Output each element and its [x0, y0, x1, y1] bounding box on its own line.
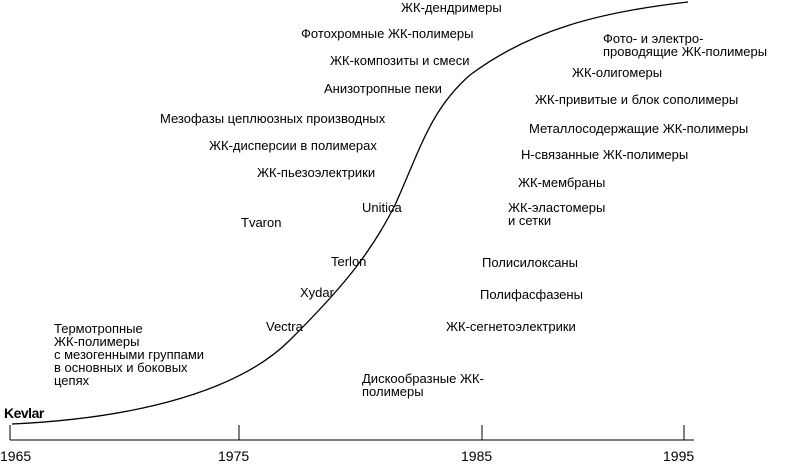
- left-item: Анизотропные пеки: [324, 81, 442, 96]
- right-item: Н-связанные ЖК-полимеры: [521, 147, 689, 162]
- year-label: 1985: [461, 448, 493, 464]
- right-item: ЖК-привитые и блок сополимеры: [535, 92, 739, 107]
- right-item: Металлосодержащие ЖК-полимеры: [529, 121, 749, 136]
- right-item: Полисилоксаны: [482, 255, 578, 270]
- right-item: ЖК-мембраны: [518, 175, 606, 190]
- right-item: Дискообразные ЖК- полимеры: [362, 371, 484, 399]
- left-item: ЖК-дендримеры: [401, 0, 502, 15]
- right-item: Фото- и электро- проводящие ЖК-полимеры: [603, 31, 768, 59]
- curve-label-terlon: Terlon: [331, 254, 367, 269]
- right-item: ЖК-эластомеры и сетки: [508, 200, 606, 228]
- year-label: 1965: [0, 448, 32, 464]
- left-item: ЖК-композиты и смеси: [330, 53, 470, 68]
- left-item: ЖК-дисперсии в полимерах: [209, 138, 377, 153]
- growth-curve: [11, 1, 689, 425]
- year-label: 1995: [663, 448, 695, 464]
- year-label: 1975: [218, 448, 250, 464]
- left-item: Мезофазы цеплюозных производных: [160, 111, 386, 126]
- curve-label-tvaron: Tvaron: [241, 215, 282, 230]
- kevlar-label: Kevlar: [4, 405, 44, 421]
- left-item: Фотохромные ЖК-полимеры: [301, 26, 474, 41]
- curve-label-unitica: Unitica: [362, 200, 402, 215]
- right-item: ЖК-сегнетоэлектрики: [446, 319, 576, 334]
- curve-label-vectra: Vectra: [266, 319, 303, 334]
- right-item: ЖК-олигомеры: [572, 65, 663, 80]
- right-item: Полифасфазены: [480, 287, 583, 302]
- curve-label-xydar: Xydar: [300, 285, 334, 300]
- thermotropic-note: Термотропные ЖК-полимеры с мезогенными г…: [54, 321, 205, 388]
- left-item: ЖК-пьезоэлектрики: [257, 165, 376, 180]
